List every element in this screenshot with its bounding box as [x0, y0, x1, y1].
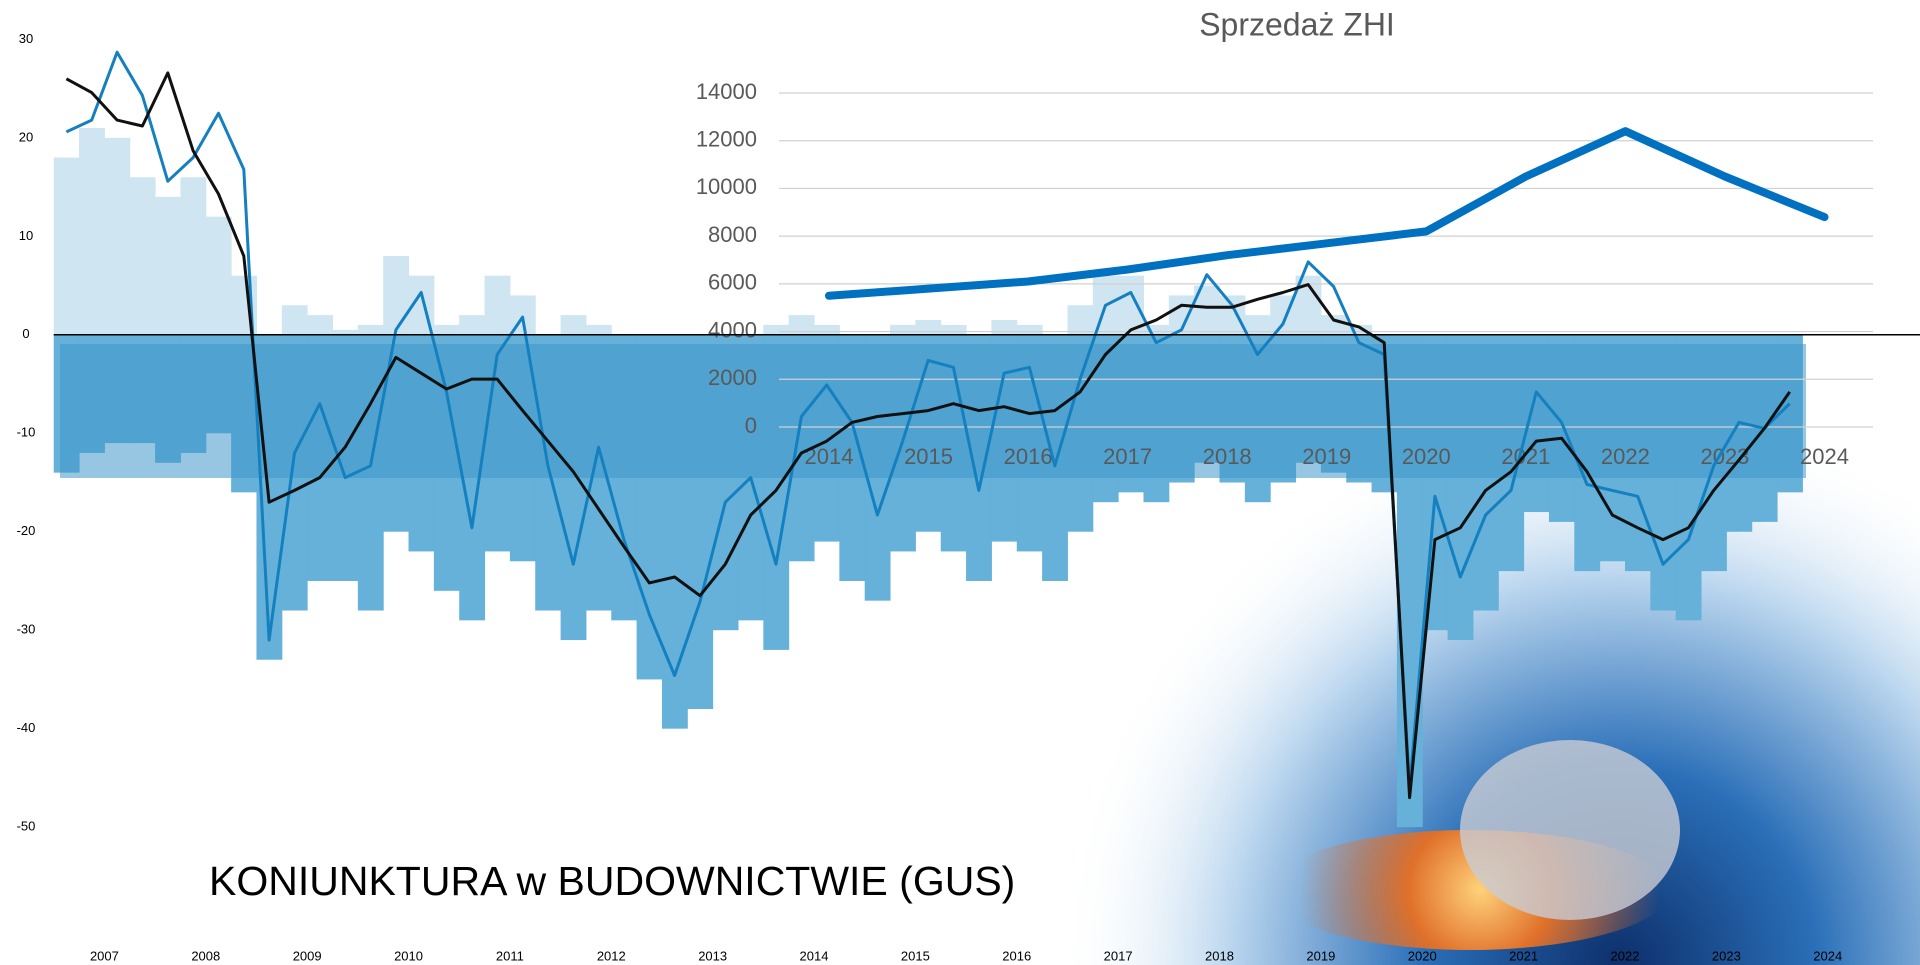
bar [1067, 305, 1093, 335]
y-tick-label: 30 [19, 31, 33, 46]
bar [79, 128, 105, 335]
bar [130, 177, 156, 335]
bar [586, 325, 612, 335]
bar [104, 138, 130, 335]
bar [358, 325, 384, 335]
x-tick-label: 2021 [1501, 444, 1550, 469]
bar [485, 276, 511, 335]
y-tick-label: -10 [17, 425, 36, 440]
x-tick-label: 2020 [1408, 948, 1437, 963]
bar [763, 325, 789, 335]
x-tick-label: 2022 [1601, 444, 1650, 469]
y-tick-label: -50 [17, 819, 36, 834]
x-tick-label: 2020 [1402, 444, 1451, 469]
bar [941, 325, 967, 335]
y-tick-label: -20 [17, 523, 36, 538]
bar [459, 315, 485, 335]
chart: Sprzedaż ZHI 0 2000 4000 6000 8000 10000 12000… [0, 0, 1920, 965]
y-tick-label: 10000 [696, 174, 757, 199]
bar [434, 325, 460, 335]
x-tick-label: 2010 [394, 948, 423, 963]
x-tick-label: 2023 [1712, 948, 1741, 963]
bar [383, 256, 409, 335]
x-tick-label: 2019 [1306, 948, 1335, 963]
x-tick-label: 2017 [1104, 948, 1133, 963]
y-tick-label: 10 [19, 228, 33, 243]
x-tick-label: 2008 [191, 948, 220, 963]
bar [991, 320, 1017, 335]
bar [206, 217, 232, 335]
y-tick-label: 8000 [708, 222, 757, 247]
y-tick-label: 0 [745, 413, 757, 438]
y-tick-label: 4000 [708, 317, 757, 342]
bar [180, 177, 206, 335]
bar [890, 325, 916, 335]
x-tick-label: 2019 [1302, 444, 1351, 469]
x-tick-label: 2017 [1103, 444, 1152, 469]
x-tick-label: 2012 [597, 948, 626, 963]
x-tick-label: 2016 [1004, 444, 1053, 469]
line [829, 131, 1825, 296]
y-tick-label: -40 [17, 720, 36, 735]
chart-title: Sprzedaż ZHI [1199, 6, 1395, 42]
y-tick-label: -30 [17, 622, 36, 637]
y-tick-label: 2000 [708, 365, 757, 390]
x-tick-label: 2024 [1813, 948, 1842, 963]
bar [915, 320, 941, 335]
page: Sprzedaż ZHI 0 2000 4000 6000 8000 10000 12000… [0, 0, 1920, 965]
y-tick-label: 0 [22, 326, 29, 341]
y-tick-label: 20 [19, 129, 33, 144]
bar [155, 197, 181, 335]
bar [561, 315, 587, 335]
bar [282, 305, 308, 335]
x-tick-label: 2018 [1203, 444, 1252, 469]
bar [1017, 325, 1043, 335]
x-tick-label: 2015 [901, 948, 930, 963]
x-tick-label: 2016 [1002, 948, 1031, 963]
background-art [1460, 740, 1680, 920]
x-tick-label: 2024 [1800, 444, 1849, 469]
x-tick-label: 2013 [698, 948, 727, 963]
x-tick-label: 2015 [904, 444, 953, 469]
bar [814, 325, 840, 335]
y-tick-label: 14000 [696, 79, 757, 104]
x-tick-label: 2018 [1205, 948, 1234, 963]
y-tick-label: 12000 [696, 127, 757, 152]
bar [54, 158, 80, 335]
x-tick-label: 2021 [1509, 948, 1538, 963]
x-tick-label: 2011 [496, 948, 524, 963]
chart-title: KONIUNKTURA w BUDOWNICTWIE (GUS) [209, 858, 1015, 904]
y-tick-label: 6000 [708, 270, 757, 295]
x-tick-label: 2022 [1611, 948, 1640, 963]
bar [307, 315, 333, 335]
bar [1220, 295, 1246, 334]
x-tick-label: 2007 [90, 948, 119, 963]
x-tick-label: 2014 [800, 948, 829, 963]
x-tick-label: 2009 [293, 948, 322, 963]
